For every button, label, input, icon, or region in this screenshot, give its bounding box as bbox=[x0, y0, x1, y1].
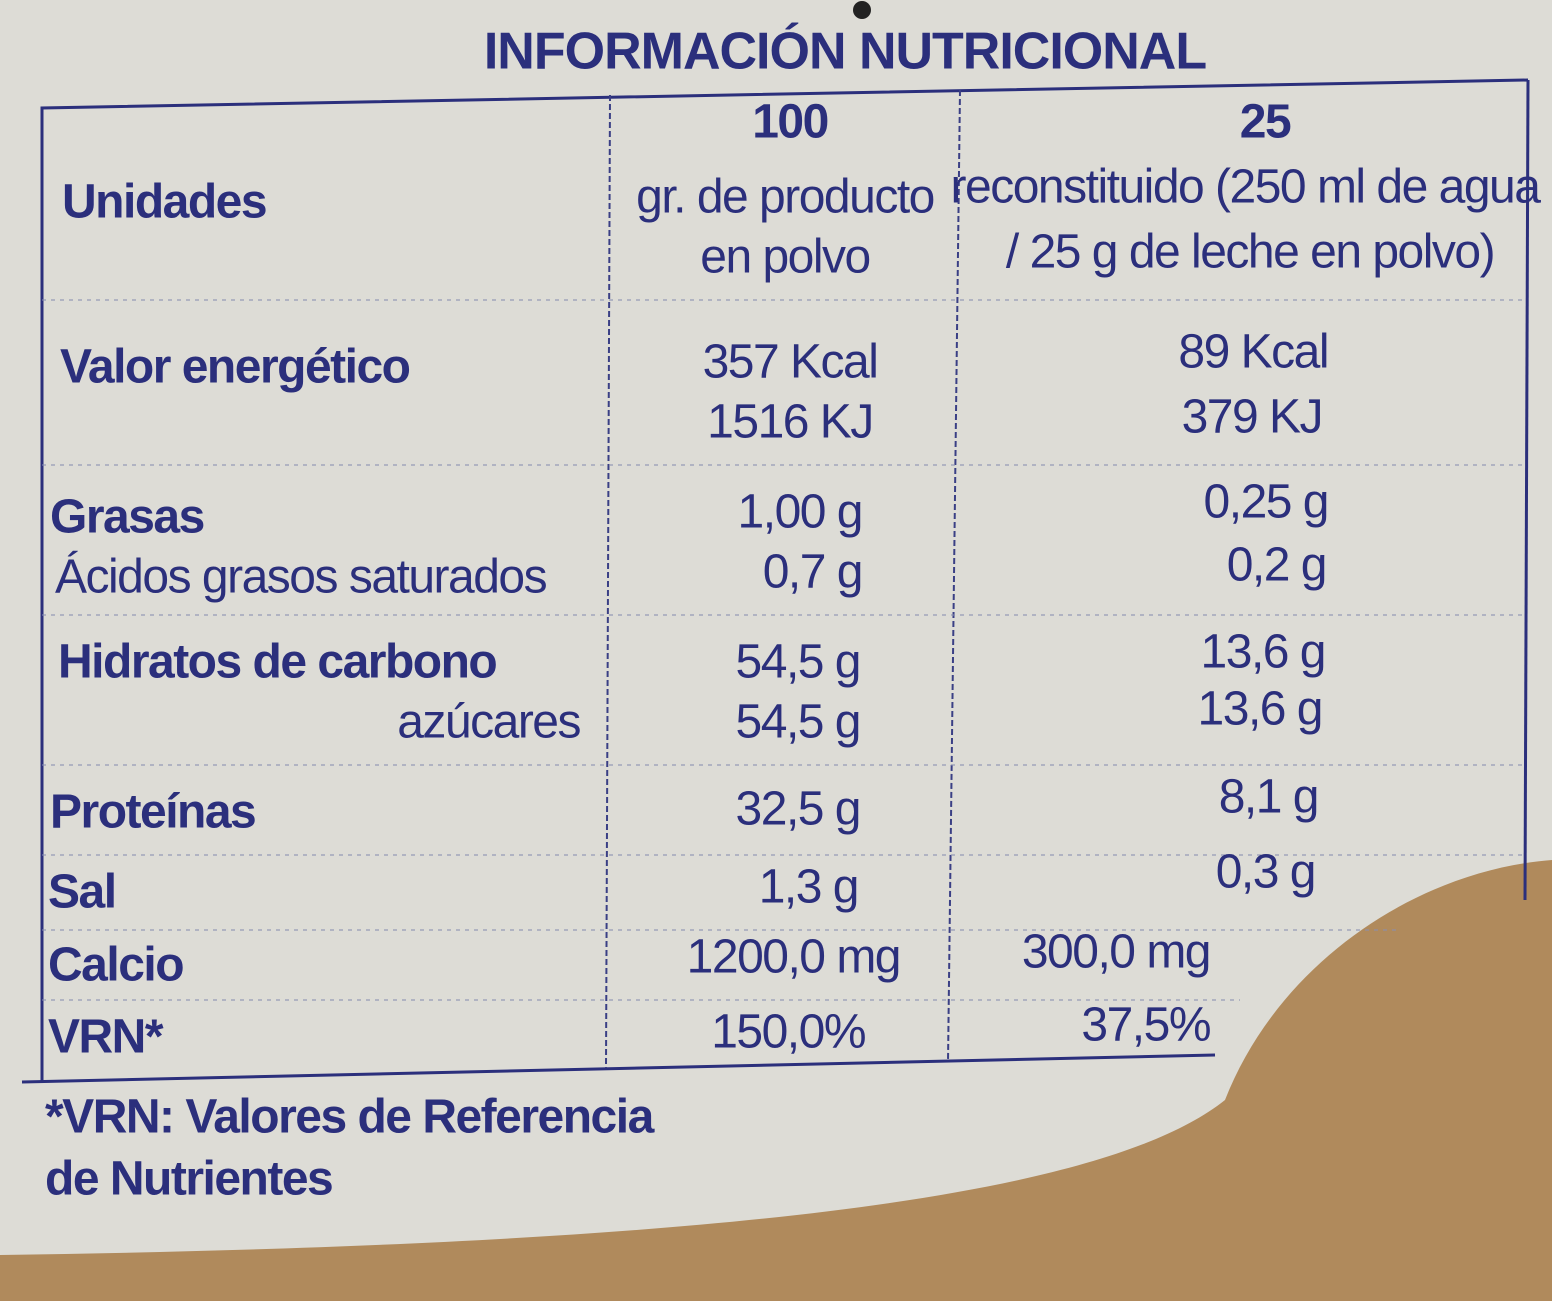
header-text: reconstituido (250 ml de agua bbox=[951, 161, 1542, 214]
table-bottom bbox=[21, 1053, 1216, 1084]
cell: 13,6 g bbox=[1201, 626, 1325, 679]
cell: 32,5 g bbox=[736, 783, 860, 836]
column-line bbox=[605, 94, 611, 1069]
cell: 1,3 g bbox=[759, 861, 858, 914]
header-text: / 25 g de leche en polvo) bbox=[1006, 226, 1494, 279]
header-text: en polvo bbox=[700, 231, 869, 284]
row-label: Sal bbox=[48, 866, 116, 919]
footnote: de Nutrientes bbox=[45, 1153, 332, 1206]
cell: 300,0 mg bbox=[1022, 926, 1210, 979]
row-label: VRN* bbox=[48, 1011, 164, 1064]
row-label: Valor energético bbox=[60, 341, 410, 394]
cell: 0,3 g bbox=[1216, 846, 1315, 899]
footnote: *VRN: Valores de Referencia bbox=[45, 1091, 655, 1144]
cell: 89 Kcal bbox=[1178, 326, 1328, 379]
header-label: Unidades bbox=[62, 176, 266, 229]
row-label: Hidratos de carbono bbox=[58, 636, 496, 689]
cell: 1516 KJ bbox=[707, 396, 873, 449]
cell: 54,5 g bbox=[736, 696, 860, 749]
row-label: Proteínas bbox=[50, 786, 255, 839]
column-line bbox=[947, 89, 961, 1063]
cell: 0,25 g bbox=[1204, 476, 1328, 529]
header-amount: 25 bbox=[1240, 96, 1291, 149]
cell: 1200,0 mg bbox=[687, 931, 900, 984]
cell: 0,7 g bbox=[763, 546, 862, 599]
header-amount: 100 bbox=[752, 96, 828, 149]
header-text: gr. de producto bbox=[636, 171, 934, 224]
table-frame-right bbox=[1523, 79, 1530, 901]
cell: 150,0% bbox=[711, 1006, 865, 1059]
cell: 379 KJ bbox=[1182, 391, 1322, 444]
cell: 54,5 g bbox=[736, 636, 860, 689]
row-label: Calcio bbox=[48, 939, 183, 992]
cell: 8,1 g bbox=[1219, 771, 1318, 824]
row-sublabel: azúcares bbox=[397, 696, 580, 749]
row-label: Grasas bbox=[50, 491, 204, 544]
title: INFORMACIÓN NUTRICIONAL bbox=[484, 23, 1207, 81]
row-sublabel: Ácidos grasos saturados bbox=[55, 551, 547, 604]
cell: 357 Kcal bbox=[703, 336, 878, 389]
cell: 13,6 g bbox=[1198, 683, 1322, 736]
cell: 0,2 g bbox=[1227, 539, 1326, 592]
paper bbox=[0, 0, 1552, 1255]
table-frame bbox=[40, 78, 1529, 1082]
hole bbox=[853, 1, 871, 19]
cell: 37,5% bbox=[1081, 999, 1210, 1052]
cell: 1,00 g bbox=[738, 486, 862, 539]
